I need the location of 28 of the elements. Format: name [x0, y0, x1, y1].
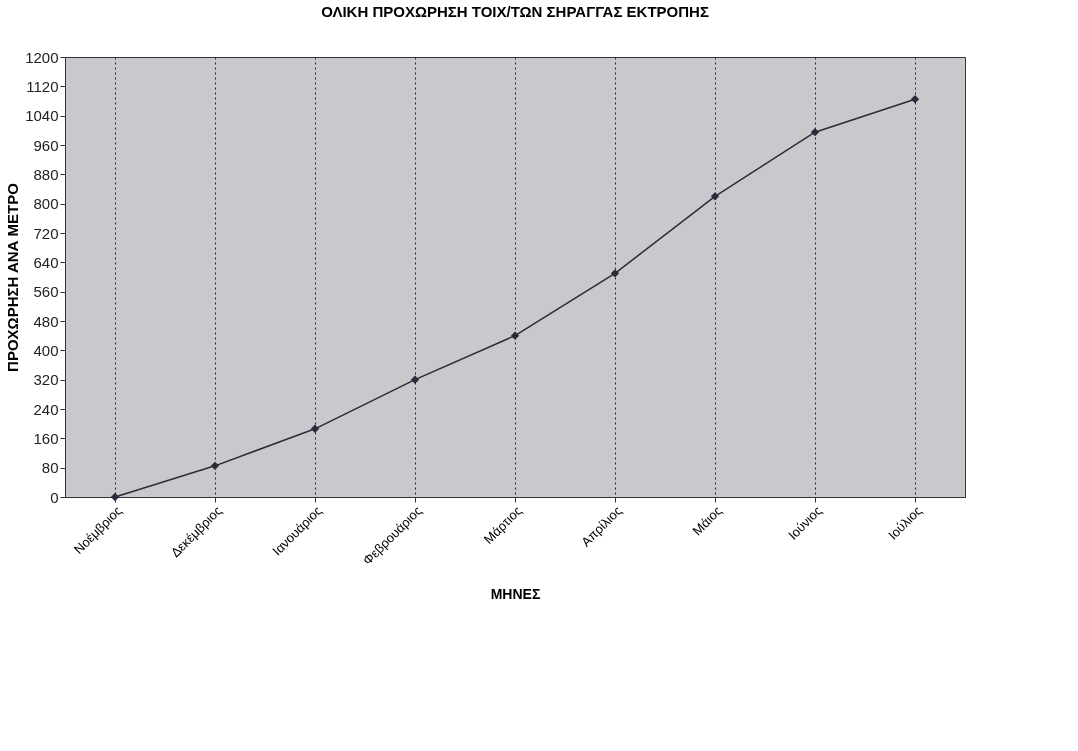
chart-title: ΟΛΙΚΗ ΠΡΟΧΩΡΗΣΗ ΤΟΙΧ/ΤΩΝ ΣΗΡΑΓΓΑΣ ΕΚΤΡΟΠΗΣ [321, 3, 709, 20]
y-tick-label: 1040 [25, 107, 59, 125]
x-axis-title: ΜΗΝΕΣ [490, 585, 541, 602]
point [410, 375, 420, 384]
y-tick-label: 160 [33, 429, 59, 447]
y-tick-label: 560 [33, 283, 59, 301]
y-tick-label: 400 [33, 341, 59, 359]
y-tick-label: 80 [41, 459, 59, 477]
point [710, 192, 720, 201]
y-tick-label: 880 [33, 165, 59, 183]
point [610, 269, 620, 278]
y-tick-label: 480 [33, 312, 59, 330]
y-tick-label: 1120 [26, 77, 59, 95]
point [210, 461, 220, 471]
y-axis-title: ΠΡΟΧΩΡΗΣΗ ΑΝΑ ΜΕΤΡΟ [4, 182, 22, 372]
point [910, 94, 920, 104]
y-tick-label: 800 [33, 195, 59, 213]
y-tick-label: 960 [33, 136, 59, 154]
point [810, 127, 820, 137]
point [310, 424, 320, 433]
y-tick-label: 1200 [25, 48, 59, 66]
y-tick-label: 0 [50, 488, 59, 506]
point [110, 492, 120, 502]
y-tick-label: 640 [33, 253, 59, 271]
y-tick-label: 320 [33, 371, 59, 389]
y-tick-label: 240 [33, 400, 59, 418]
point [510, 331, 520, 340]
y-tick-label: 720 [33, 224, 59, 242]
